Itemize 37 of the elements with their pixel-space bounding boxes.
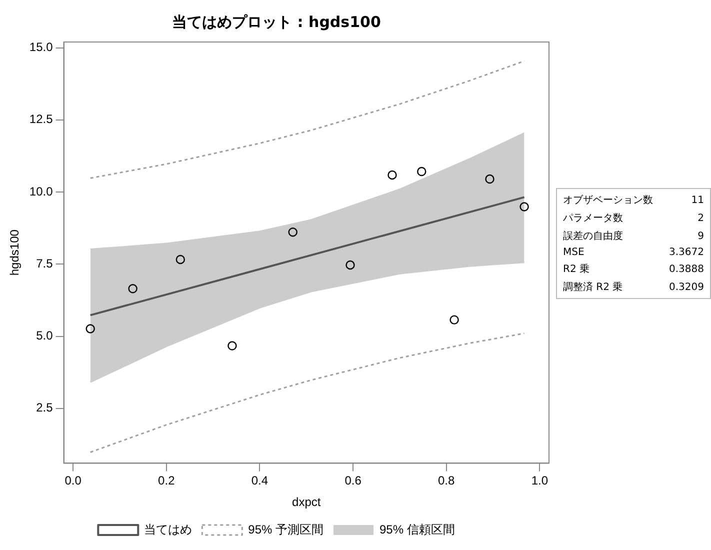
y-tick-label: 15.0 bbox=[29, 40, 54, 54]
text: オブザベーション数 11 bbox=[563, 194, 704, 206]
point bbox=[450, 315, 459, 324]
legend-label: 95% 信頼区間 bbox=[380, 522, 455, 536]
point bbox=[176, 254, 185, 264]
point bbox=[388, 170, 397, 180]
x-tick-label: 1.0 bbox=[531, 474, 548, 488]
x-tick-label: 0.4 bbox=[251, 474, 268, 488]
x-tick-label: 0.0 bbox=[64, 474, 82, 488]
line-series bbox=[90, 332, 526, 453]
y-tick-label: 12.5 bbox=[29, 112, 54, 126]
x-axis-title: dxpct bbox=[292, 495, 322, 510]
point bbox=[228, 341, 237, 350]
y-tick-label: 10.0 bbox=[29, 184, 54, 198]
x-tick-label: 0.2 bbox=[158, 474, 176, 488]
y-tick-label: 2.5 bbox=[36, 400, 54, 415]
point bbox=[86, 324, 95, 334]
y-tick-label: 5.0 bbox=[36, 328, 54, 343]
legend-label: 当てはめ bbox=[144, 522, 192, 536]
point bbox=[128, 284, 138, 294]
text: R2 乗 0.3888 bbox=[563, 264, 704, 275]
x-tick-label: 0.8 bbox=[438, 474, 456, 488]
y-tick-label: 7.5 bbox=[36, 256, 54, 270]
point bbox=[288, 228, 298, 237]
line-series bbox=[90, 60, 526, 179]
text: 調整済 R2 乗 0.3209 bbox=[563, 282, 704, 293]
point bbox=[346, 260, 355, 270]
text: MSE 3.3672 bbox=[563, 247, 704, 258]
y-axis-title: hgds100 bbox=[8, 229, 22, 276]
point bbox=[417, 166, 426, 176]
point bbox=[520, 202, 529, 212]
text: パラメータ数 2 bbox=[563, 212, 704, 224]
x-tick-label: 0.6 bbox=[344, 474, 362, 488]
chart-title: 当てはめプロット : hgds100 bbox=[172, 12, 381, 31]
text: 誤差の自由度 9 bbox=[563, 230, 704, 242]
legend-label: 95% 予測区間 bbox=[248, 522, 324, 536]
point bbox=[485, 174, 494, 184]
